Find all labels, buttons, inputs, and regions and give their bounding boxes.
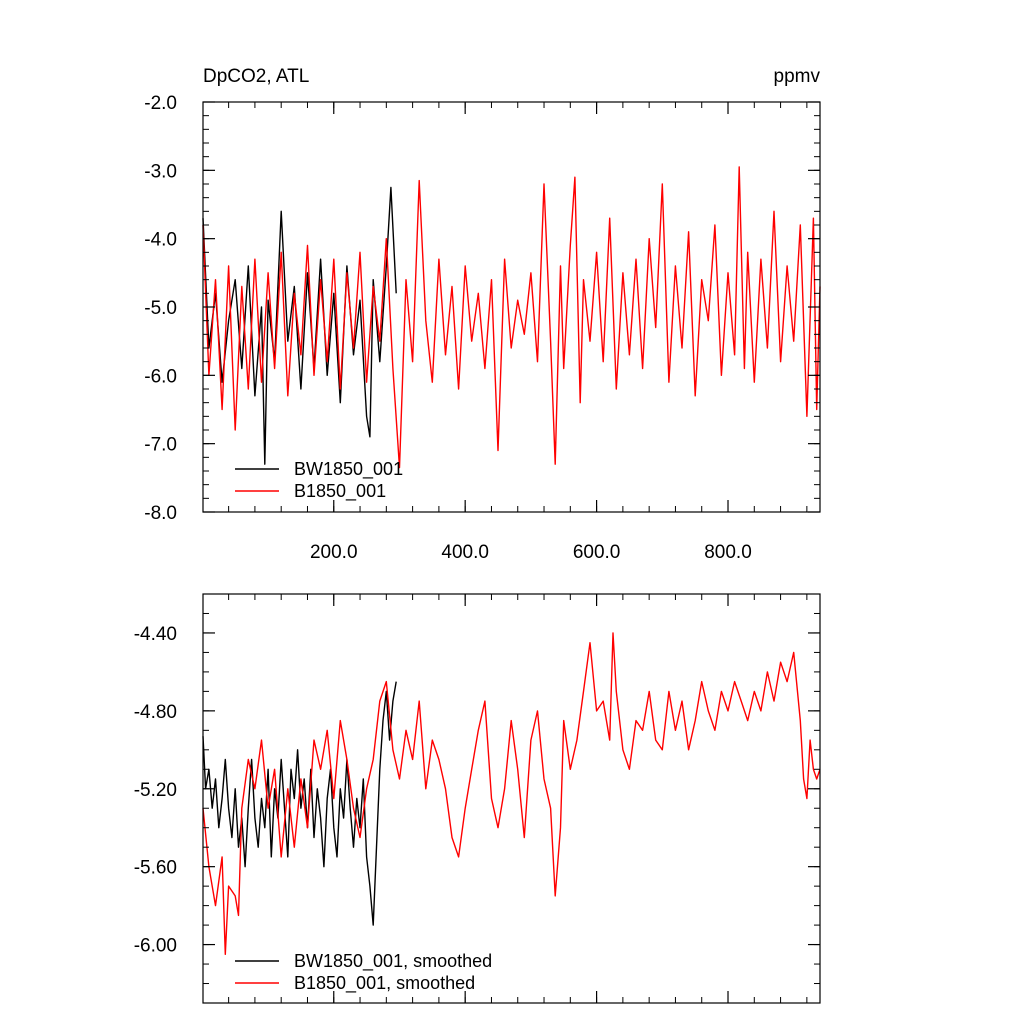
y-tick-label: -2.0: [144, 93, 177, 114]
y-tick-label: -4.0: [144, 230, 177, 251]
x-tick-label: 800.0: [704, 542, 752, 563]
y-tick-label: -5.20: [134, 780, 177, 801]
y-tick-label: -4.40: [134, 624, 177, 645]
y-tick-label: -4.80: [134, 702, 177, 723]
top-panel: DpCO2, ATL ppmv -2.0 -3.0 -4.0 -5.0 -6.0 -7.0…: [144, 66, 821, 563]
legend-label-b1850-smoothed: B1850_001, smoothed: [294, 973, 475, 994]
bottom-panel-series: [202, 632, 821, 955]
top-panel-legend: BW1850_001 B1850_001: [235, 459, 403, 502]
x-tick-label: 200.0: [310, 542, 358, 563]
bottom-panel-legend: BW1850_001, smoothed B1850_001, smoothed: [235, 951, 492, 994]
legend-label-bw1850: BW1850_001: [294, 459, 403, 480]
top-panel-units-label: ppmv: [774, 66, 821, 87]
series-line-bw1850: [202, 186, 397, 465]
series-line-b1850-smoothed: [202, 632, 821, 955]
legend-label-bw1850-smoothed: BW1850_001, smoothed: [294, 951, 492, 972]
top-panel-ticks: -2.0 -3.0 -4.0 -5.0 -6.0 -7.0 -8.0 200.0 400.0 60…: [144, 93, 820, 563]
series-line-b1850: [202, 166, 821, 469]
bottom-panel: -4.40 -4.80 -5.20 -5.60 -6.00 BW1850_001, sm…: [134, 593, 821, 1004]
y-tick-label: -6.00: [134, 936, 177, 957]
y-tick-label: -8.0: [144, 503, 177, 524]
legend-label-b1850: B1850_001: [294, 481, 386, 502]
x-tick-label: 600.0: [573, 542, 621, 563]
top-panel-title-left: DpCO2, ATL: [203, 66, 309, 87]
series-line-bw1850-smoothed: [202, 681, 397, 926]
bottom-panel-plot-frame: [202, 593, 821, 1004]
y-tick-label: -5.0: [144, 298, 177, 319]
y-tick-label: -7.0: [144, 435, 177, 456]
bottom-panel-ticks: -4.40 -4.80 -5.20 -5.60 -6.00: [134, 593, 820, 1003]
y-tick-label: -5.60: [134, 858, 177, 879]
y-tick-label: -3.0: [144, 161, 177, 182]
y-tick-label: -6.0: [144, 366, 177, 387]
x-tick-label: 400.0: [441, 542, 489, 563]
top-panel-series: [202, 166, 821, 469]
